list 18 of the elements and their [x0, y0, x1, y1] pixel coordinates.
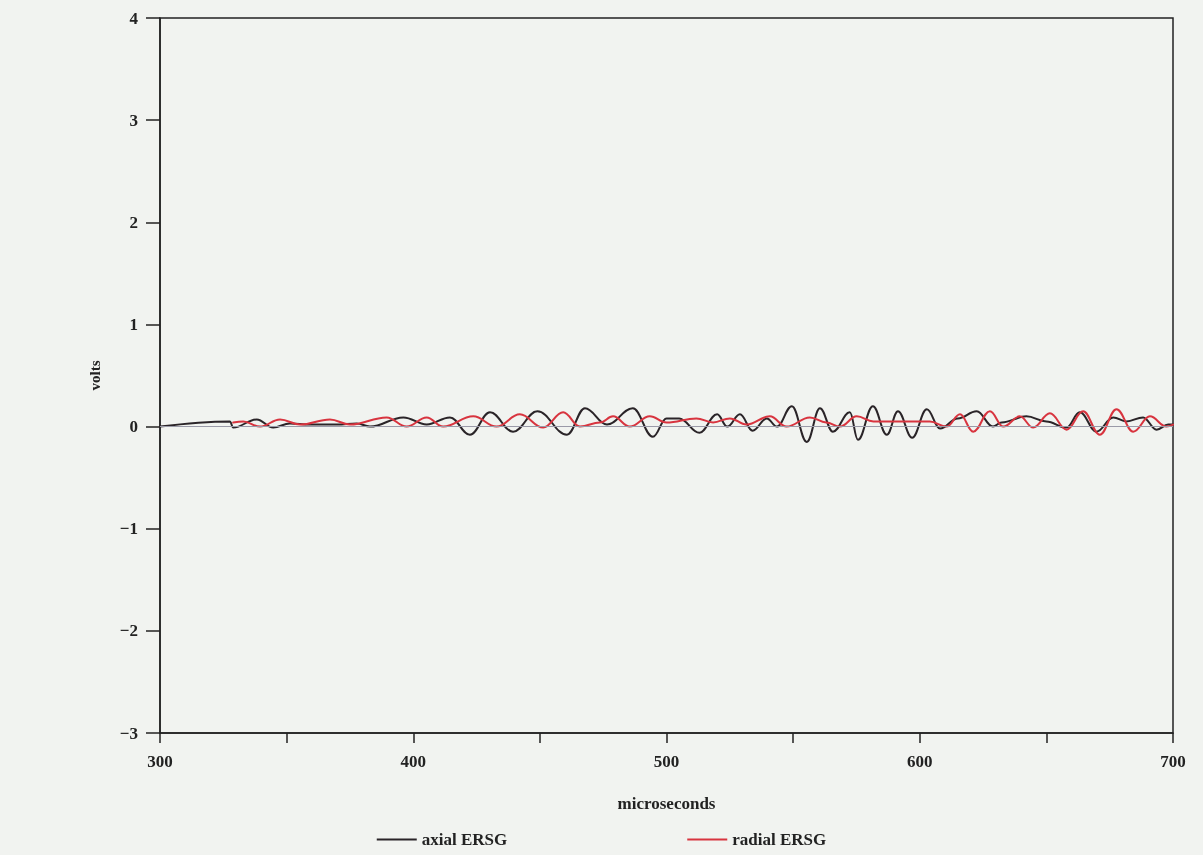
- y-tick-label: −2: [119, 621, 138, 641]
- x-tick-label: 500: [653, 752, 680, 771]
- x-axis-title: microseconds: [617, 794, 716, 813]
- y-axis-title: volts: [86, 360, 103, 391]
- y-tick-label: 3: [129, 110, 138, 130]
- x-tick-label: 700: [1160, 752, 1186, 771]
- legend-label: radial ERSG: [732, 830, 827, 849]
- line-series: [232, 408, 1174, 436]
- x-tick-label: 400: [400, 752, 426, 771]
- y-tick-label: 0: [129, 417, 138, 437]
- y-tick-label: 1: [129, 314, 138, 334]
- x-tick-label: 600: [907, 752, 933, 771]
- y-tick-label: 2: [129, 212, 138, 232]
- y-tick-label: 4: [129, 8, 139, 28]
- y-tick-label: −1: [119, 519, 138, 539]
- x-tick-label: 300: [147, 752, 173, 771]
- y-tick-label: −3: [119, 723, 138, 743]
- legend-label: axial ERSG: [421, 830, 508, 849]
